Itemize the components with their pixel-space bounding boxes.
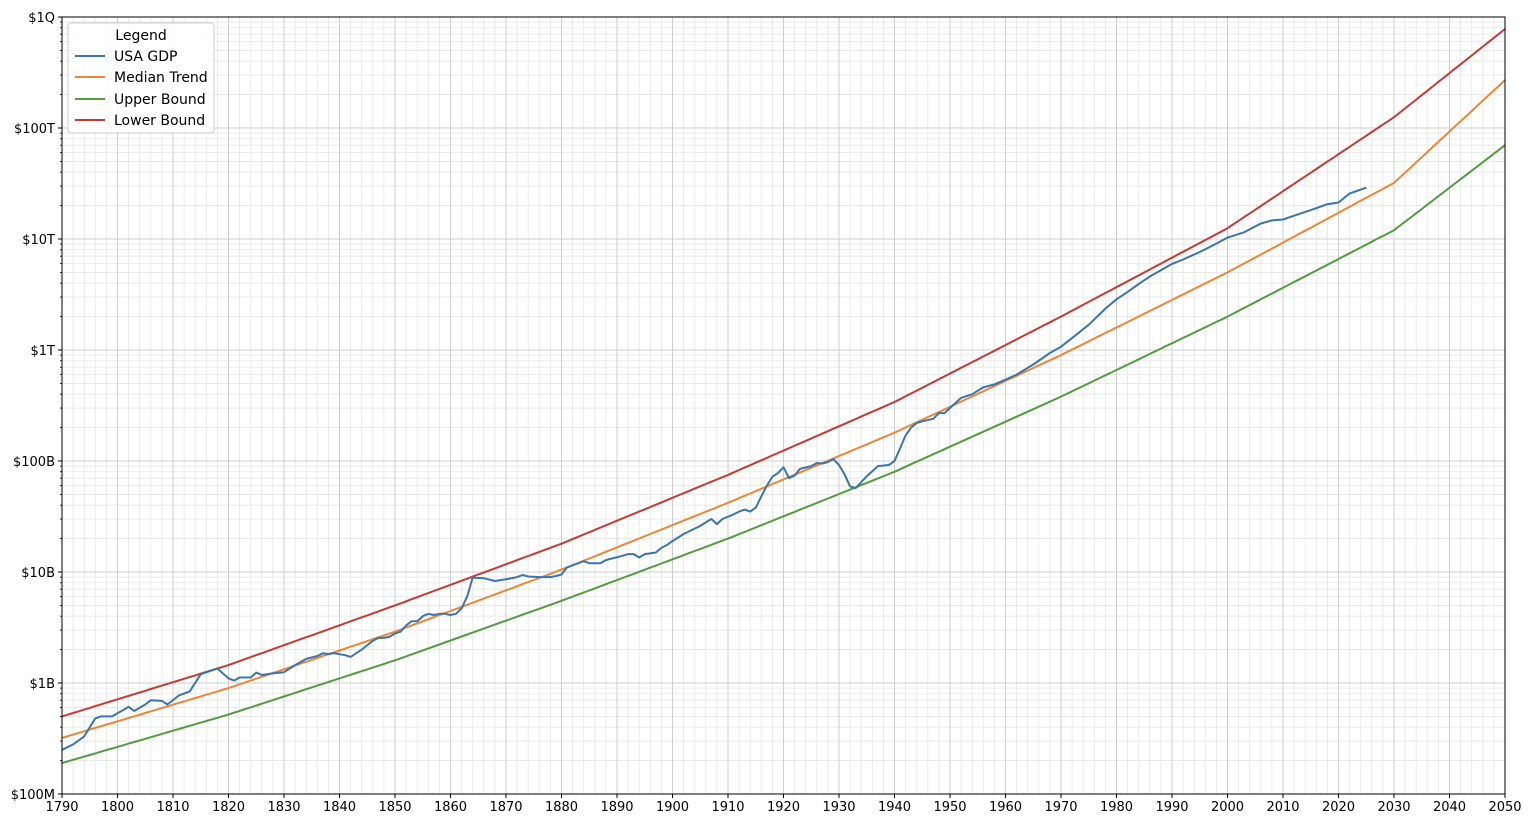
x-tick-label: 1860 (434, 800, 467, 815)
x-tick-label: 1920 (767, 800, 800, 815)
legend-box (67, 22, 215, 134)
y-tick-label: $1B (30, 677, 55, 692)
x-tick-label: 1960 (989, 800, 1022, 815)
x-tick-label: 1790 (45, 800, 78, 815)
legend-label-lower-bound: Lower Bound (114, 113, 205, 129)
x-tick-label: 2000 (1211, 800, 1244, 815)
x-tick-label: 1800 (101, 800, 134, 815)
x-tick-label: 2050 (1488, 800, 1521, 815)
x-tick-label: 1840 (323, 800, 356, 815)
x-tick-label: 1820 (212, 800, 245, 815)
x-tick-label: 1950 (933, 800, 966, 815)
y-tick-label: $100B (13, 455, 55, 470)
y-tick-label: $100T (14, 122, 55, 137)
legend-label-usa-gdp: USA GDP (114, 49, 178, 65)
legend-label-upper-bound: Upper Bound (114, 92, 206, 108)
x-tick-label: 1890 (600, 800, 633, 815)
legend-title: Legend (115, 28, 166, 44)
series-line-upper-bound (61, 144, 1506, 765)
y-tick-label: $10B (21, 566, 55, 581)
x-tick-label: 1940 (878, 800, 911, 815)
legend-label-median-trend: Median Trend (114, 70, 208, 86)
x-tick-label: 1910 (711, 800, 744, 815)
y-tick-label: $10T (22, 233, 55, 248)
series-line-usa-gdp (61, 186, 1367, 751)
x-tick-label: 2020 (1322, 800, 1355, 815)
x-tick-label: 1830 (267, 800, 300, 815)
x-tick-label: 1990 (1155, 800, 1188, 815)
x-axis: 1790 1800 1810 1820 1830 1840 1850 1860 1870 1880… (45, 794, 1522, 815)
series-layer (61, 28, 1506, 765)
series-line-lower-bound (61, 28, 1506, 718)
x-tick-label: 2010 (1266, 800, 1299, 815)
y-axis: $100M $1B $10B $100B $1T $10T $100T $1Q (11, 11, 62, 803)
x-tick-label: 2040 (1433, 800, 1466, 815)
x-tick-label: 2030 (1377, 800, 1410, 815)
x-tick-label: 1880 (545, 800, 578, 815)
x-tick-label: 1850 (378, 800, 411, 815)
series-line-median-trend (61, 79, 1506, 739)
x-tick-label: 1980 (1100, 800, 1133, 815)
x-tick-label: 1900 (656, 800, 689, 815)
x-tick-label: 1970 (1044, 800, 1077, 815)
x-tick-label: 1870 (489, 800, 522, 815)
x-tick-label: 1810 (156, 800, 189, 815)
y-tick-label: $1Q (28, 11, 55, 26)
y-tick-label: $100M (11, 788, 55, 803)
y-tick-label: $1T (31, 344, 56, 359)
x-tick-label: 1930 (822, 800, 855, 815)
legend: Legend USA GDP Median Trend Upper Bound … (67, 22, 215, 134)
